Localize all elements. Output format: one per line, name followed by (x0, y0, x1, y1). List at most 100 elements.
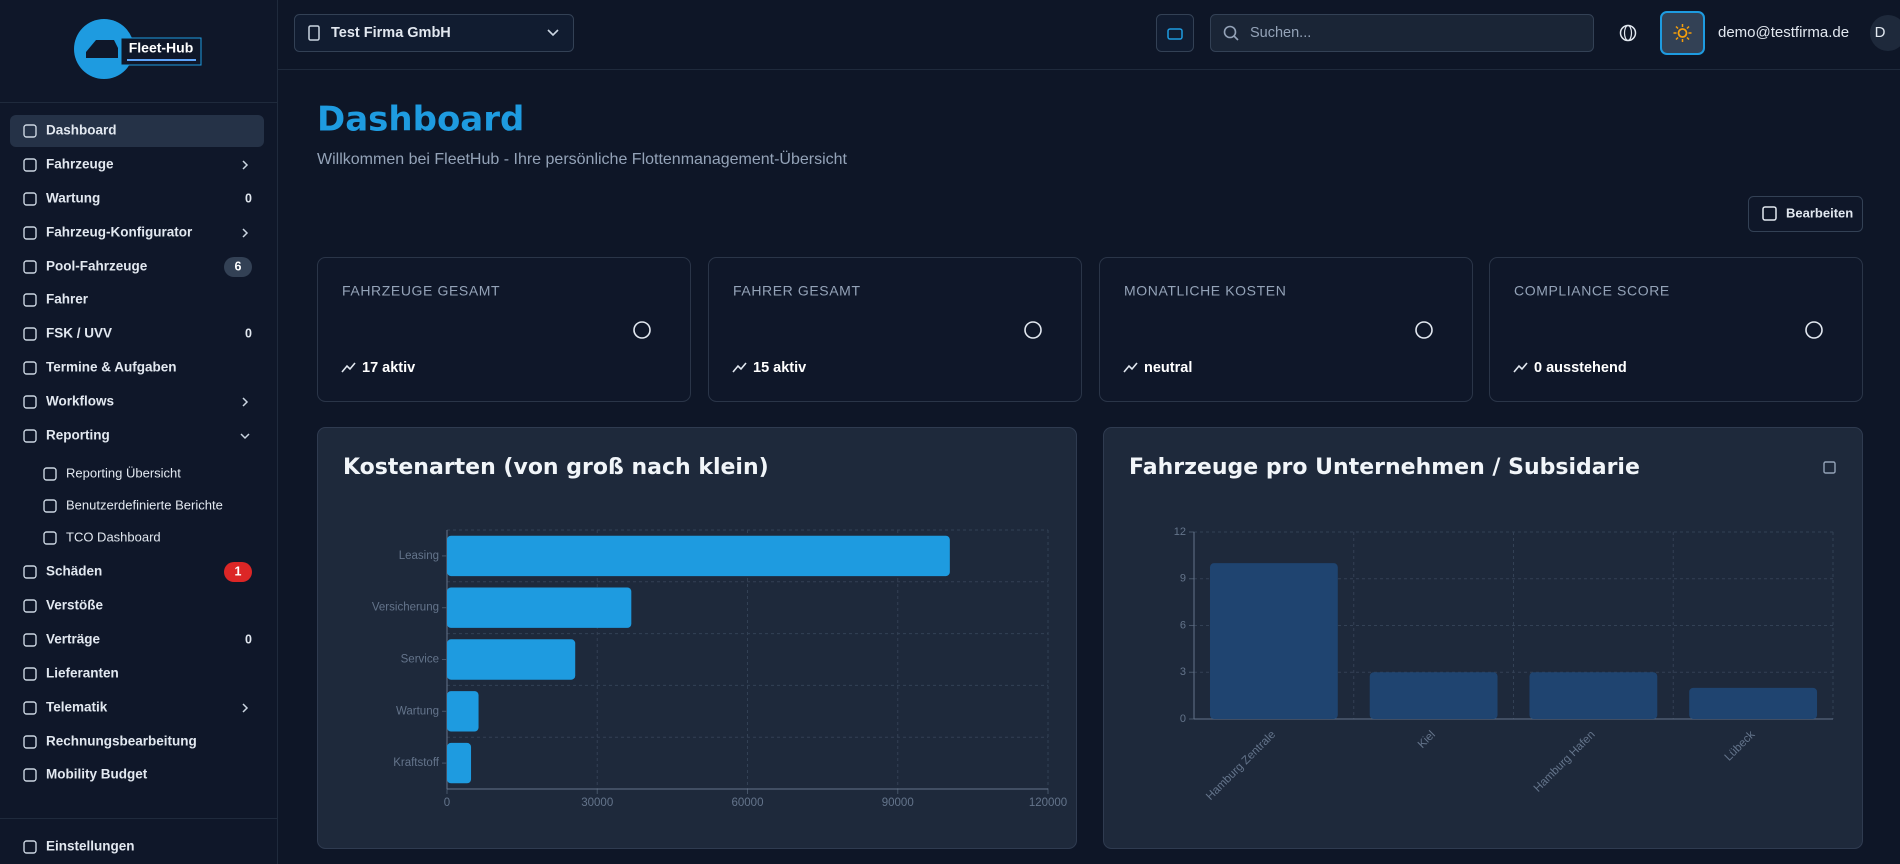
chart-title: Fahrzeuge pro Unternehmen / Subsidarie (1129, 455, 1640, 480)
nav-item[interactable]: Pool-Fahrzeuge (46, 259, 148, 274)
stat-trend: neutral (1144, 360, 1192, 376)
bar (447, 535, 950, 577)
x-tick-label: 30000 (581, 797, 613, 809)
logo-text: Fleet-Hub (129, 40, 194, 56)
nav-item[interactable]: Einstellungen (46, 839, 135, 854)
y-tick-label: Versicherung (372, 602, 439, 614)
x-tick-label: 90000 (882, 797, 914, 809)
chevron (240, 433, 250, 440)
x-tick-label: 60000 (732, 797, 764, 809)
search-box[interactable] (1210, 14, 1594, 52)
bar (1369, 672, 1498, 719)
company-select[interactable] (294, 14, 574, 52)
bar (447, 587, 632, 628)
badge-count: 1 (235, 564, 242, 578)
stat-card (317, 257, 691, 402)
y-tick-label: Kraftstoff (393, 757, 440, 769)
trend-arrow (1123, 362, 1138, 373)
nav-item[interactable]: Fahrer (46, 292, 89, 307)
nav-icon (23, 192, 37, 206)
edit-icon (1762, 206, 1777, 221)
edit-button[interactable] (1748, 196, 1863, 232)
sun-rays (1673, 24, 1692, 42)
bar (447, 691, 479, 732)
nav-active (10, 115, 264, 147)
theme-toggle[interactable] (1660, 11, 1705, 55)
badge-count: 6 (235, 259, 242, 273)
badge (224, 257, 252, 277)
user-email[interactable]: demo@testfirma.de (1718, 24, 1849, 41)
nav-icon (23, 293, 37, 307)
stat-label: FAHRZEUGE GESAMT (342, 283, 500, 299)
x-tick-label: 120000 (1029, 797, 1067, 809)
nav-item[interactable]: Wartung (46, 191, 100, 206)
logo-truck (86, 40, 118, 58)
bar (1209, 563, 1338, 719)
nav-icon (23, 735, 37, 749)
y-tick-label: 3 (1180, 666, 1186, 678)
nav-icon (23, 599, 37, 613)
building-icon (308, 25, 320, 41)
search-icon (1233, 35, 1239, 41)
chevron-down (547, 29, 559, 37)
stat-card (708, 257, 1082, 402)
nav-item[interactable]: Dashboard (46, 123, 117, 138)
x-tick-label: 0 (444, 797, 450, 809)
nav-subitem[interactable]: Benutzerdefinierte Berichte (66, 497, 223, 512)
nav-icon (43, 531, 57, 545)
nav-icon (23, 124, 37, 138)
page-subtitle: Willkommen bei FleetHub - Ihre persönlic… (317, 150, 848, 168)
stat-icon (1805, 321, 1823, 339)
stat-cards: FAHRZEUGE GESAMT 17 aktiv FAHRER GESAMT 15 … (317, 257, 1863, 402)
badge (224, 562, 252, 582)
nav-item[interactable]: Termine & Aufgaben (46, 360, 177, 375)
avatar-initial: D (1875, 24, 1886, 41)
chevron (242, 397, 249, 407)
nav-icon (23, 361, 37, 375)
y-tick-label: Wartung (396, 705, 439, 717)
y-tick-label: 12 (1174, 526, 1186, 538)
avatar[interactable] (1870, 15, 1900, 51)
nav-item[interactable]: Telematik (46, 700, 108, 715)
nav-item[interactable]: Mobility Budget (46, 767, 148, 782)
open-link[interactable] (1823, 461, 1836, 474)
trend-arrow (732, 362, 747, 373)
stat-card (1489, 257, 1863, 402)
nav-icon (23, 158, 37, 172)
badge-count: 0 (245, 326, 252, 340)
bar (1689, 687, 1818, 719)
nav-item[interactable]: Verträge (46, 632, 101, 647)
nav-item[interactable]: Reporting (46, 428, 110, 443)
y-tick-label: 0 (1180, 713, 1186, 725)
nav-subitem[interactable]: Reporting Übersicht (66, 465, 181, 480)
nav-item[interactable]: Rechnungsbearbeitung (46, 734, 197, 749)
nav-icon (23, 226, 37, 240)
nav-item[interactable]: Lieferanten (46, 666, 119, 681)
nav-icon (23, 768, 37, 782)
nav-item[interactable]: Fahrzeuge (46, 157, 114, 172)
nav-subitem[interactable]: TCO Dashboard (66, 529, 161, 544)
sun-icon (1677, 28, 1688, 38)
nav-icon (43, 467, 57, 481)
edit-button-label: Bearbeiten (1786, 205, 1853, 220)
chevron (242, 228, 249, 238)
nav-item[interactable]: Fahrzeug-Konfigurator (46, 225, 193, 240)
bar (447, 742, 472, 784)
nav-item[interactable]: Workflows (46, 394, 114, 409)
nav-item[interactable]: FSK / UVV (46, 326, 112, 341)
nav-item[interactable]: Schäden (46, 564, 102, 579)
chevron (242, 703, 249, 713)
nav-icon (43, 499, 57, 513)
chevron (242, 160, 249, 170)
bar (447, 639, 576, 680)
company-name: Test Firma GmbH (331, 25, 451, 41)
nav-item[interactable]: Verstöße (46, 598, 104, 613)
y-tick-label: Service (401, 654, 439, 666)
stat-trend: 17 aktiv (362, 360, 415, 376)
nav-icon (23, 327, 37, 341)
assistant-button[interactable] (1156, 14, 1194, 52)
stat-label: COMPLIANCE SCORE (1514, 283, 1670, 299)
bot-icon (1167, 28, 1183, 40)
